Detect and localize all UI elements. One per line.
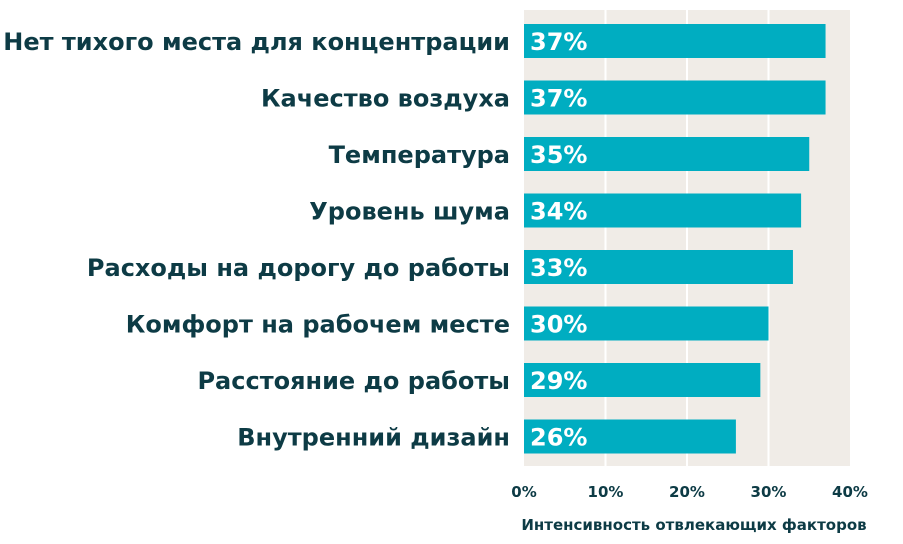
bars (524, 24, 826, 454)
x-axis-title: Интенсивность отвлекающих факторов (521, 516, 866, 534)
x-tick-label: 10% (588, 483, 624, 501)
bar (524, 363, 761, 397)
value-label: 35% (530, 141, 587, 169)
x-tick-label: 30% (751, 483, 787, 501)
value-label: 37% (530, 85, 587, 113)
value-label: 26% (530, 424, 587, 452)
category-label: Уровень шума (309, 198, 510, 226)
value-label: 34% (530, 198, 587, 226)
category-label: Нет тихого места для концентрации (3, 28, 510, 56)
value-label: 29% (530, 367, 587, 395)
category-label: Расходы на дорогу до работы (87, 254, 510, 282)
category-label: Комфорт на рабочем месте (126, 311, 510, 339)
category-label: Расстояние до работы (197, 367, 510, 395)
x-tick-label: 20% (669, 483, 705, 501)
value-label: 37% (530, 28, 587, 56)
category-labels: Нет тихого места для концентрации Качеств… (3, 28, 510, 452)
bar (524, 24, 826, 58)
value-label: 30% (530, 311, 587, 339)
category-label: Качество воздуха (261, 85, 510, 113)
value-label: 33% (530, 254, 587, 282)
bar (524, 419, 736, 454)
bar (524, 137, 810, 171)
x-tick-labels: 0% 10% 20% 30% 40% (511, 483, 868, 501)
category-label: Температура (329, 141, 510, 169)
category-label: Внутренний дизайн (237, 424, 510, 452)
value-labels: 37% 37% 35% 34% 33% 30% 29% 26% (530, 28, 587, 452)
bar (524, 306, 769, 341)
bar (524, 80, 826, 115)
bar (524, 193, 802, 228)
bar (524, 250, 793, 284)
x-tick-label: 40% (832, 483, 868, 501)
x-tick-label: 0% (511, 483, 536, 501)
